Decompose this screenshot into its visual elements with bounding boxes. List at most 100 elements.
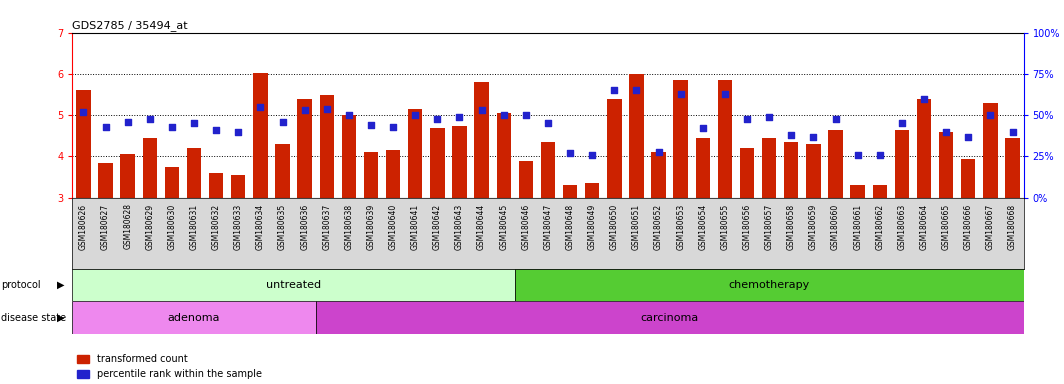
Text: GSM180652: GSM180652 — [654, 204, 663, 250]
Point — [517, 112, 534, 118]
Point — [340, 112, 358, 118]
Text: GSM180626: GSM180626 — [79, 204, 88, 250]
Point — [562, 150, 579, 156]
Point — [650, 149, 667, 155]
Point — [804, 134, 821, 140]
Text: GSM180662: GSM180662 — [876, 204, 884, 250]
Text: GSM180633: GSM180633 — [234, 204, 243, 250]
Text: GSM180653: GSM180653 — [677, 204, 685, 250]
Bar — [983, 103, 998, 198]
Text: GSM180630: GSM180630 — [167, 204, 177, 250]
Bar — [563, 185, 578, 198]
Text: GSM180637: GSM180637 — [322, 204, 331, 250]
Bar — [938, 132, 953, 198]
Text: ▶: ▶ — [57, 280, 65, 290]
Bar — [739, 148, 754, 198]
Text: GSM180664: GSM180664 — [919, 204, 929, 250]
Bar — [187, 148, 201, 198]
Bar — [276, 144, 289, 198]
Text: GSM180640: GSM180640 — [388, 204, 398, 250]
Text: GSM180628: GSM180628 — [123, 204, 132, 250]
Text: GSM180635: GSM180635 — [278, 204, 287, 250]
Point — [495, 112, 512, 118]
Point — [672, 91, 689, 97]
Bar — [917, 99, 931, 198]
Bar — [895, 130, 909, 198]
Text: ▶: ▶ — [57, 313, 65, 323]
Bar — [72, 301, 316, 334]
Point — [275, 119, 292, 125]
Bar — [98, 163, 113, 198]
Text: GSM180660: GSM180660 — [831, 204, 841, 250]
Bar — [72, 269, 515, 301]
Point — [252, 104, 269, 110]
Bar — [319, 94, 334, 198]
Bar — [718, 80, 732, 198]
Bar — [298, 99, 312, 198]
Text: GSM180657: GSM180657 — [765, 204, 774, 250]
Bar — [497, 113, 511, 198]
Bar — [629, 74, 644, 198]
Bar — [316, 301, 1024, 334]
Bar — [475, 82, 488, 198]
Point — [318, 106, 335, 112]
Point — [738, 116, 755, 122]
Bar — [651, 152, 666, 198]
Text: GSM180665: GSM180665 — [942, 204, 950, 250]
Bar — [696, 138, 710, 198]
Text: GSM180629: GSM180629 — [146, 204, 154, 250]
Text: GSM180667: GSM180667 — [986, 204, 995, 250]
Text: GSM180648: GSM180648 — [566, 204, 575, 250]
Bar — [807, 144, 820, 198]
Point — [429, 116, 446, 122]
Point — [473, 107, 491, 113]
Text: GSM180661: GSM180661 — [853, 204, 862, 250]
Point — [982, 112, 999, 118]
Point — [185, 121, 202, 127]
Bar — [829, 130, 843, 198]
Text: GSM180627: GSM180627 — [101, 204, 110, 250]
Point — [960, 134, 977, 140]
Point — [761, 114, 778, 120]
Text: chemotherapy: chemotherapy — [729, 280, 810, 290]
Text: carcinoma: carcinoma — [641, 313, 699, 323]
Point — [1004, 129, 1021, 135]
Text: untreated: untreated — [266, 280, 321, 290]
Text: adenoma: adenoma — [168, 313, 220, 323]
Point — [384, 124, 401, 130]
Point — [849, 152, 866, 158]
Text: GSM180642: GSM180642 — [433, 204, 442, 250]
Point — [716, 91, 733, 97]
Text: GSM180668: GSM180668 — [1008, 204, 1017, 250]
Text: GSM180632: GSM180632 — [212, 204, 220, 250]
Point — [164, 124, 181, 130]
Text: GSM180656: GSM180656 — [743, 204, 751, 250]
Bar — [386, 150, 400, 198]
Point — [695, 125, 712, 131]
Text: GSM180666: GSM180666 — [964, 204, 972, 250]
Text: GSM180638: GSM180638 — [345, 204, 353, 250]
Point — [628, 88, 645, 94]
Bar — [120, 154, 135, 198]
Point — [74, 109, 92, 115]
Text: GSM180636: GSM180636 — [300, 204, 310, 250]
Bar — [585, 183, 599, 198]
Point — [915, 96, 932, 102]
Bar — [165, 167, 179, 198]
Text: GSM180644: GSM180644 — [477, 204, 486, 250]
Point — [451, 114, 468, 120]
Point — [296, 107, 313, 113]
Text: GSM180650: GSM180650 — [610, 204, 619, 250]
Point — [142, 116, 159, 122]
Point — [783, 132, 800, 138]
Bar — [342, 115, 356, 198]
Text: GSM180663: GSM180663 — [897, 204, 907, 250]
Bar — [515, 269, 1024, 301]
Text: GSM180654: GSM180654 — [698, 204, 708, 250]
Point — [605, 88, 622, 94]
Bar — [1005, 138, 1019, 198]
Text: GSM180639: GSM180639 — [366, 204, 376, 250]
Text: protocol: protocol — [1, 280, 40, 290]
Text: GSM180645: GSM180645 — [499, 204, 509, 250]
Text: GSM180643: GSM180643 — [455, 204, 464, 250]
